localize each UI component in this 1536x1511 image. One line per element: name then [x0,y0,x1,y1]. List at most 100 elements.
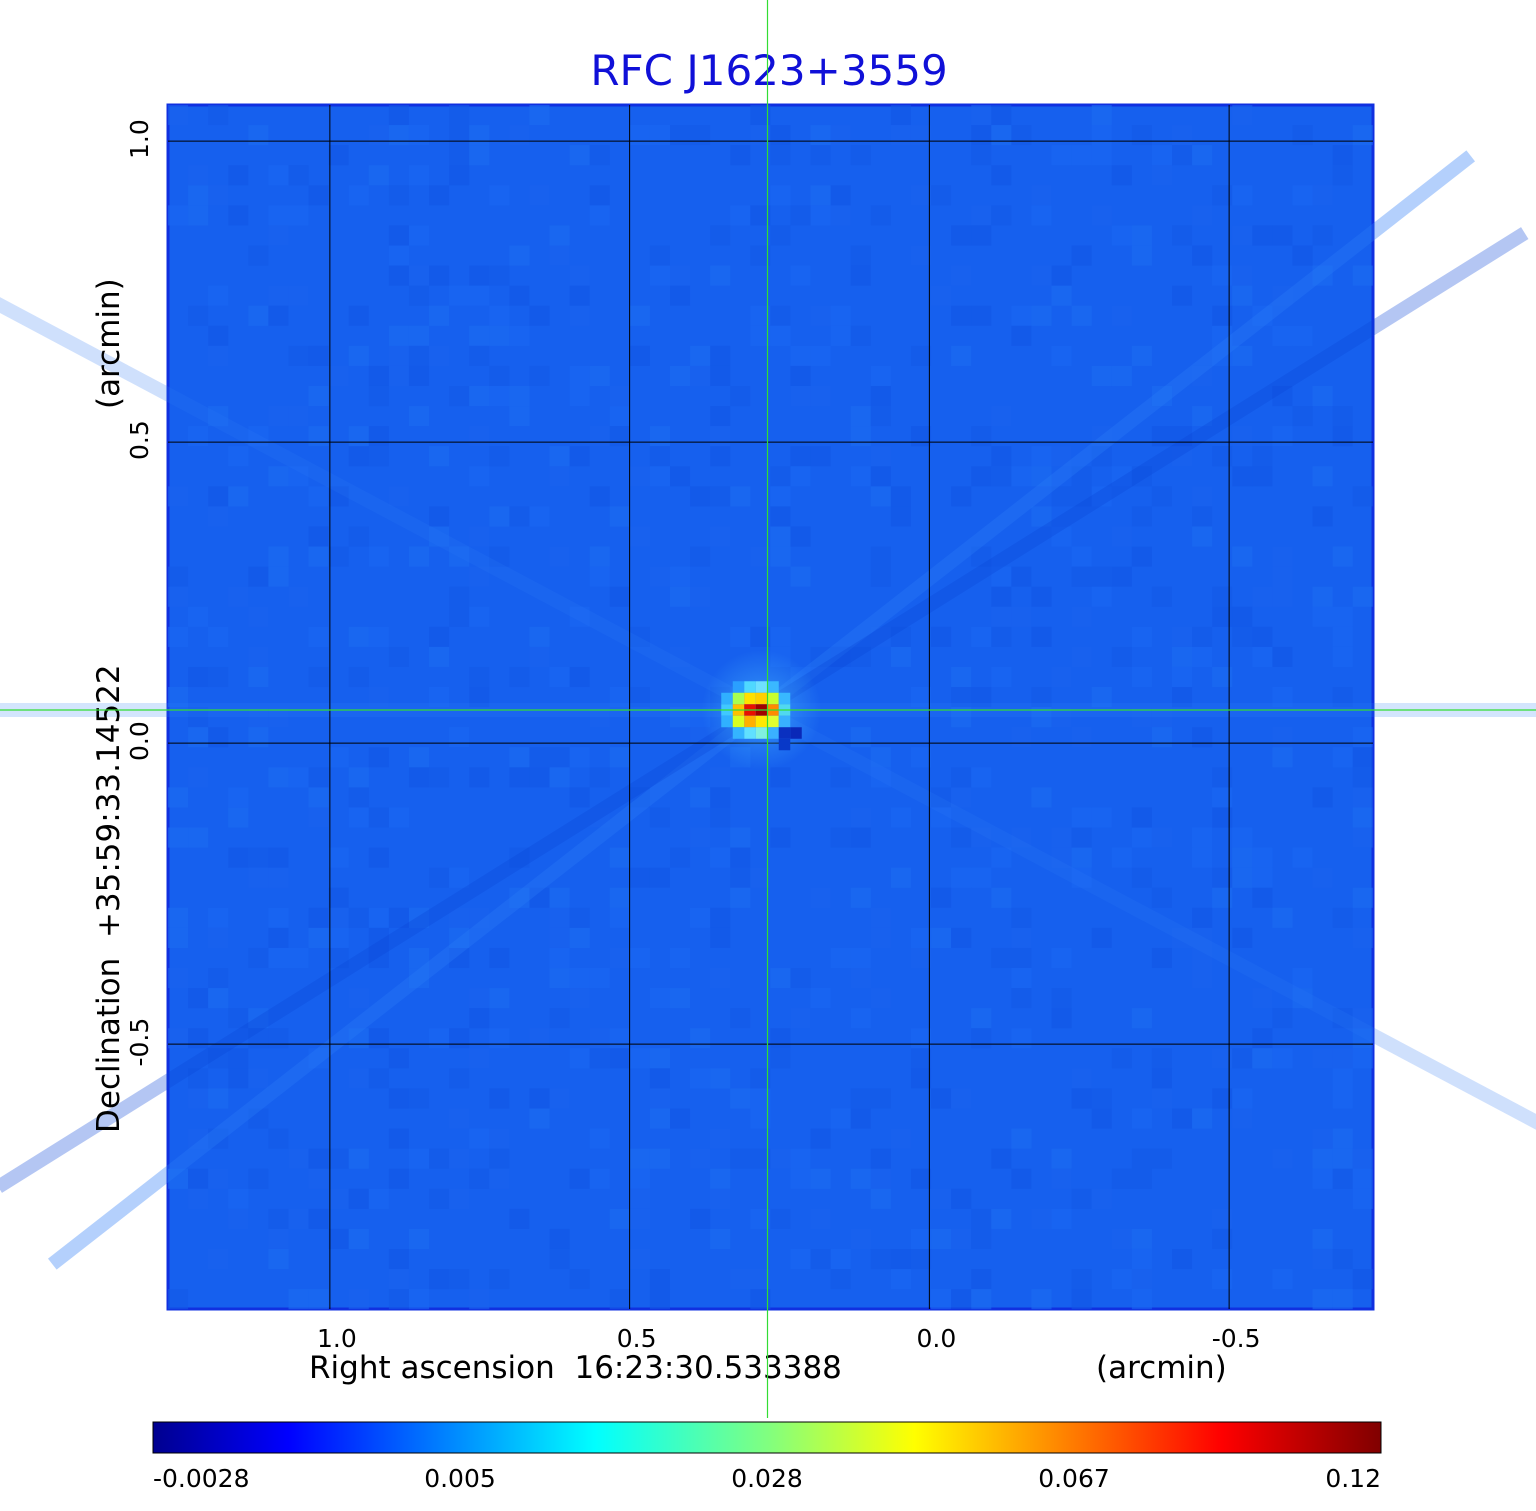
noise-cell [810,1168,831,1189]
noise-cell [991,847,1012,868]
noise-cell [649,1088,671,1109]
noise-cell [1252,626,1273,647]
noise-cell [710,426,731,447]
noise-cell [489,1269,510,1290]
noise-cell [1192,968,1213,989]
noise-cell [750,626,771,647]
noise-cell [1091,125,1112,146]
noise-cell [1332,907,1353,928]
noise-cell [1252,867,1273,888]
noise-cell [208,968,229,989]
noise-cell [1192,526,1213,547]
noise-cell [449,1028,470,1049]
noise-cell [308,807,329,828]
noise-cell [228,847,249,868]
noise-cell [810,887,831,908]
source-pixel [767,692,779,705]
noise-cell [750,1148,771,1169]
noise-cell [730,887,751,908]
noise-cell [670,285,691,306]
noise-cell [188,1168,209,1189]
noise-cell [449,727,470,748]
noise-cell [1111,1269,1132,1290]
colorbar-tick-label: 0.12 [1325,1464,1381,1493]
noise-cell [850,1168,871,1189]
noise-cell [710,1168,731,1189]
noise-cell [1332,406,1353,427]
noise-cell [1011,566,1032,587]
noise-cell [549,887,570,908]
noise-cell [1232,927,1253,948]
noise-cell [469,265,490,286]
noise-cell [1212,1048,1233,1069]
noise-cell [388,345,409,366]
noise-cell [348,185,369,206]
noise-cell [1091,426,1112,447]
noise-cell [268,1248,289,1270]
noise-cell [1111,566,1132,587]
noise-cell [228,807,249,828]
noise-cell [449,1068,470,1089]
noise-cell [1232,847,1253,868]
noise-cell [549,767,570,788]
noise-cell [609,1289,630,1310]
noise-cell [549,546,570,567]
noise-cell [910,345,932,366]
noise-cell [1192,506,1213,527]
noise-cell [1212,325,1233,346]
noise-cell [649,125,671,146]
noise-cell [1192,406,1213,427]
noise-cell [750,245,771,266]
noise-cell [1332,626,1353,647]
noise-cell [951,1088,972,1109]
noise-cell [348,1148,369,1169]
noise-cell [388,646,409,667]
noise-cell [348,345,369,366]
noise-cell [790,365,811,387]
noise-cell [730,626,751,647]
noise-cell [288,205,309,226]
noise-cell [368,927,389,948]
noise-cell [1272,566,1293,587]
noise-cell [469,526,490,547]
noise-cell [1312,1248,1333,1270]
noise-cell [1151,727,1173,748]
noise-cell [368,907,389,928]
colorbar: -0.0028 0.005 0.028 0.067 0.12 [152,1421,1382,1493]
noise-cell [1031,787,1052,808]
noise-cell [1031,707,1052,728]
noise-cell [1031,1289,1052,1310]
noise-cell [168,927,189,948]
noise-cell [228,586,249,607]
noise-cell [408,285,430,306]
noise-cell [1232,466,1253,487]
noise-cell [489,1148,510,1169]
noise-cell [790,446,811,467]
noise-cell [991,406,1012,427]
noise-cell [208,325,229,346]
noise-cell [1091,687,1112,708]
noise-cell [1272,1269,1293,1290]
noise-cell [1332,165,1353,186]
noise-cell [268,707,289,728]
noise-cell [308,385,329,407]
noise-cell [890,807,911,828]
noise-cell [1131,345,1152,366]
noise-cell [1151,1068,1173,1089]
noise-cell [589,807,610,828]
noise-cell [208,506,229,527]
noise-cell [208,907,229,928]
noise-cell [408,406,430,427]
noise-cell [629,526,650,547]
noise-cell [589,486,610,507]
noise-cell [408,1088,430,1109]
noise-cell [469,1048,490,1069]
noise-cell [971,426,992,447]
noise-cell [971,125,992,146]
noise-cell [870,767,891,788]
noise-cell [910,1248,932,1270]
noise-cell [1332,426,1353,447]
noise-cell [1212,1088,1233,1109]
noise-cell [629,305,650,326]
